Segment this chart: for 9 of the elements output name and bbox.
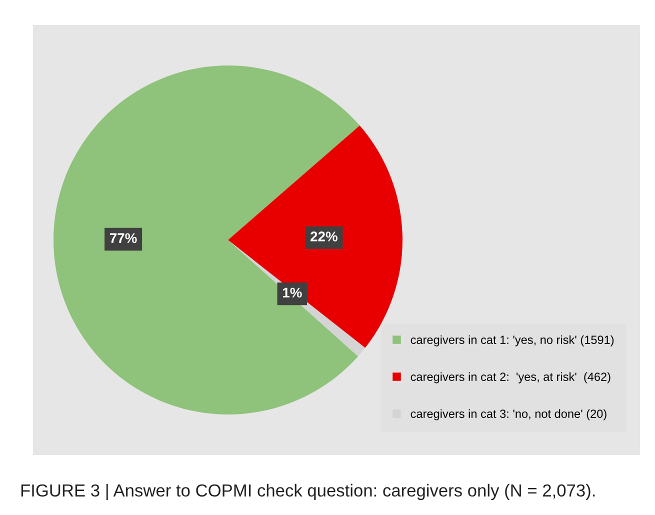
data-label: 77% — [110, 233, 137, 243]
pie-slice — [228, 126, 402, 348]
legend-label: caregivers in cat 2: 'yes, at risk' (462) — [410, 372, 610, 384]
data-label: 22% — [310, 232, 338, 242]
data-label: 1% — [283, 288, 302, 298]
legend-label: caregivers in cat 3: 'no, not done' (20) — [410, 409, 606, 420]
caption: FIGURE 3 | Answer to COPMI check question: caregivers only (N = 2,073). — [21, 484, 595, 500]
legend-label: caregivers in cat 1: 'yes, no risk' (1591) — [410, 335, 614, 346]
pie-slice — [53, 65, 360, 414]
